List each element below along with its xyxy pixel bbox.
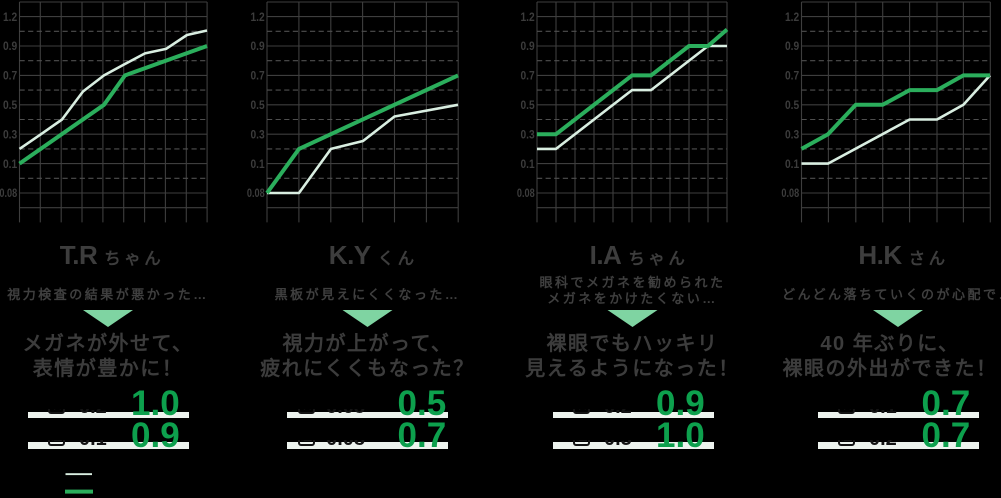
svg-text:0.1: 0.1	[521, 157, 535, 171]
svg-text:0.5: 0.5	[521, 98, 535, 112]
svg-text:0.3: 0.3	[3, 127, 17, 141]
svg-text:0.3: 0.3	[251, 127, 265, 141]
svg-text:0.7: 0.7	[251, 69, 265, 83]
svg-text:0.08: 0.08	[0, 186, 17, 200]
svg-text:0.3: 0.3	[521, 127, 535, 141]
svg-text:0.08: 0.08	[247, 186, 265, 200]
svg-text:0.3: 0.3	[785, 127, 799, 141]
svg-text:0.1: 0.1	[785, 157, 799, 171]
svg-text:1.2: 1.2	[251, 10, 265, 24]
svg-text:0.5: 0.5	[251, 98, 265, 112]
svg-text:0.5: 0.5	[785, 98, 799, 112]
svg-text:0.9: 0.9	[251, 39, 265, 53]
svg-text:0.1: 0.1	[3, 157, 17, 171]
svg-text:0.7: 0.7	[3, 69, 17, 83]
svg-text:0.5: 0.5	[3, 98, 17, 112]
svg-text:0.1: 0.1	[251, 157, 265, 171]
svg-text:0.9: 0.9	[3, 39, 17, 53]
svg-text:1.2: 1.2	[521, 10, 535, 24]
svg-text:1.2: 1.2	[785, 10, 799, 24]
svg-text:0.08: 0.08	[781, 186, 799, 200]
svg-text:1.2: 1.2	[3, 10, 17, 24]
svg-text:0.9: 0.9	[785, 39, 799, 53]
svg-text:0.08: 0.08	[517, 186, 535, 200]
svg-text:0.7: 0.7	[785, 69, 799, 83]
svg-text:0.7: 0.7	[521, 69, 535, 83]
svg-text:0.9: 0.9	[521, 39, 535, 53]
